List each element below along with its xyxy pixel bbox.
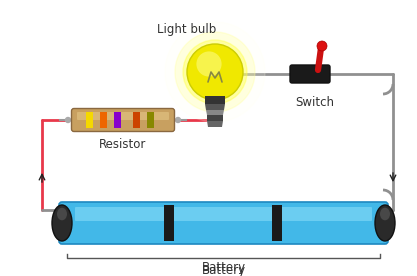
Polygon shape (207, 115, 223, 121)
Circle shape (187, 44, 243, 100)
Bar (133, 112, 140, 128)
Circle shape (165, 22, 265, 122)
Polygon shape (205, 96, 225, 104)
Text: Battery: Battery (202, 261, 246, 275)
Ellipse shape (375, 205, 395, 241)
Bar (147, 112, 154, 128)
FancyBboxPatch shape (59, 202, 388, 244)
Bar (114, 112, 121, 128)
Bar (86, 112, 93, 128)
Ellipse shape (52, 205, 72, 241)
Polygon shape (205, 104, 225, 110)
Text: Switch: Switch (296, 96, 334, 109)
Circle shape (196, 51, 221, 77)
FancyBboxPatch shape (272, 205, 282, 241)
Circle shape (183, 40, 247, 104)
FancyBboxPatch shape (77, 112, 169, 120)
Ellipse shape (57, 208, 67, 220)
FancyBboxPatch shape (290, 65, 330, 83)
Circle shape (65, 118, 70, 123)
Polygon shape (207, 121, 223, 127)
Bar (100, 112, 107, 128)
Circle shape (176, 118, 181, 123)
Circle shape (175, 32, 255, 112)
Text: Resistor: Resistor (99, 138, 147, 151)
Circle shape (317, 41, 327, 51)
FancyBboxPatch shape (164, 205, 174, 241)
Ellipse shape (380, 208, 390, 220)
FancyBboxPatch shape (71, 108, 174, 131)
FancyBboxPatch shape (75, 207, 372, 221)
Text: Light bulb: Light bulb (157, 23, 216, 36)
Polygon shape (206, 110, 224, 115)
Text: Battery: Battery (202, 264, 246, 276)
